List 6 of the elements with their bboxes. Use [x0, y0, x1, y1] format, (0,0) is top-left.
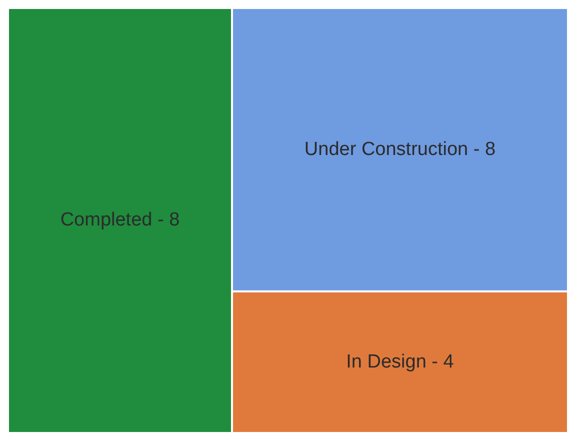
- category-label: In Design -: [346, 351, 438, 372]
- data-label: 4: [443, 351, 454, 372]
- category-label: Completed -: [60, 210, 164, 231]
- data-label: 8: [169, 210, 180, 231]
- category-label: Under Construction -: [304, 138, 480, 160]
- data-label: 8: [485, 138, 496, 160]
